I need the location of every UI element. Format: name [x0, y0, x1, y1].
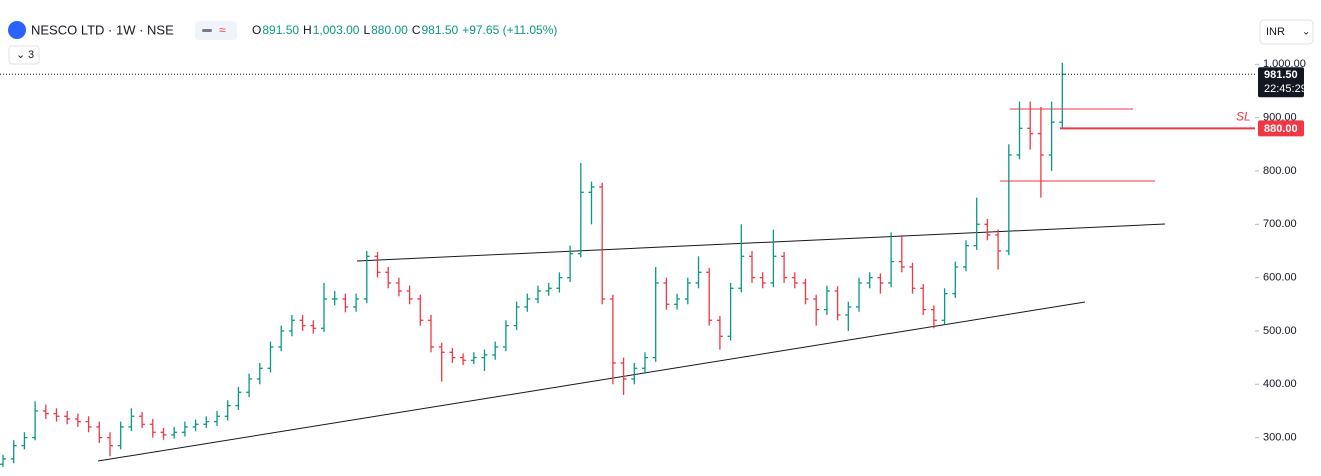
badge-icon: [202, 29, 212, 32]
ohlc-value: 981.50: [422, 23, 459, 37]
stop-loss-label: 880.00: [1264, 123, 1298, 135]
dropdown-arrow: ⌄: [1302, 27, 1310, 38]
ohlc-legend: O 891.50 H 1,003.00 L 880.00 C 981.50 +97.65 (+1…: [252, 23, 557, 37]
change: +97.65 (+11.05%): [462, 23, 557, 37]
stop-loss-box: [1258, 120, 1304, 137]
y-tick-label: 300.00: [1263, 432, 1297, 444]
overlay: 981.50 22:45:29 SL 880.00: [0, 67, 1307, 137]
ohlc-key: L: [363, 23, 370, 37]
last-price-label: 981.50: [1264, 69, 1298, 81]
y-tick-label: 600.00: [1263, 272, 1297, 284]
currency-select[interactable]: [1259, 19, 1314, 45]
y-tick-label: 900.00: [1263, 112, 1297, 124]
indicator-count[interactable]: 3: [28, 49, 34, 61]
last-price-box: [1258, 67, 1304, 98]
ohlc-value: 880.00: [371, 23, 408, 37]
trend-line: [356, 223, 1166, 262]
indicator-toggle[interactable]: [8, 45, 40, 65]
trend-line: [97, 301, 1086, 462]
symbol-logo: [8, 21, 26, 39]
y-tick-label: 700.00: [1263, 218, 1297, 230]
stop-loss-annotation: SL: [1236, 109, 1251, 123]
y-tick-label: 500.00: [1263, 325, 1297, 337]
badge[interactable]: [195, 21, 237, 40]
ohlc-key: O: [252, 23, 261, 37]
ohlc-key: C: [412, 23, 421, 37]
ohlc-value: 1,003.00: [313, 23, 360, 37]
badge-icon: ≈: [219, 23, 226, 37]
y-tick-label: 800.00: [1263, 165, 1297, 177]
countdown: 22:45:29: [1264, 83, 1307, 95]
ohlc-key: H: [303, 23, 312, 37]
symbol-title: NESCO LTD · 1W · NSE: [31, 22, 174, 37]
indicator-count[interactable]: ⌄: [16, 49, 25, 61]
price-bars: [0, 62, 1066, 467]
y-tick-label: 1,000.00: [1263, 58, 1306, 70]
y-tick-label: 400.00: [1263, 378, 1297, 390]
ohlc-value: 891.50: [262, 23, 299, 37]
currency[interactable]: INR: [1266, 26, 1285, 38]
